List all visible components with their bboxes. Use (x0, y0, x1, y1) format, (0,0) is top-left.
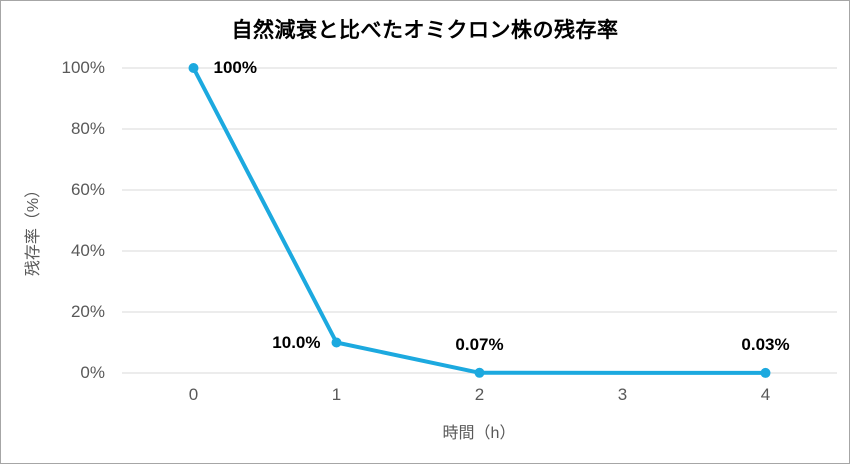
data-point-marker (760, 367, 771, 378)
y-tick-label: 100% (61, 58, 105, 77)
data-label: 0.03% (741, 334, 790, 354)
data-label: 100% (213, 58, 257, 77)
y-tick-label: 40% (70, 241, 105, 260)
x-tick-label: 4 (760, 385, 771, 404)
y-tick-label: 20% (70, 302, 105, 321)
x-tick-label: 2 (474, 385, 485, 404)
y-tick-label: 80% (70, 119, 105, 138)
y-tick-label: 0% (80, 363, 105, 382)
data-point-marker (474, 367, 485, 378)
chart-title: 自然減衰と比べたオミクロン株の残存率 (231, 19, 619, 42)
x-tick-label: 1 (331, 385, 342, 404)
x-tick-label: 0 (188, 385, 199, 404)
x-tick-label: 3 (617, 385, 628, 404)
data-point-marker (331, 337, 342, 348)
y-tick-label: 60% (70, 180, 105, 199)
data-label: 0.07% (455, 334, 504, 354)
data-point-marker (188, 63, 199, 73)
data-label: 10.0% (272, 332, 321, 352)
x-axis-title: 時間（h） (442, 425, 516, 442)
series-line (191, 66, 768, 375)
